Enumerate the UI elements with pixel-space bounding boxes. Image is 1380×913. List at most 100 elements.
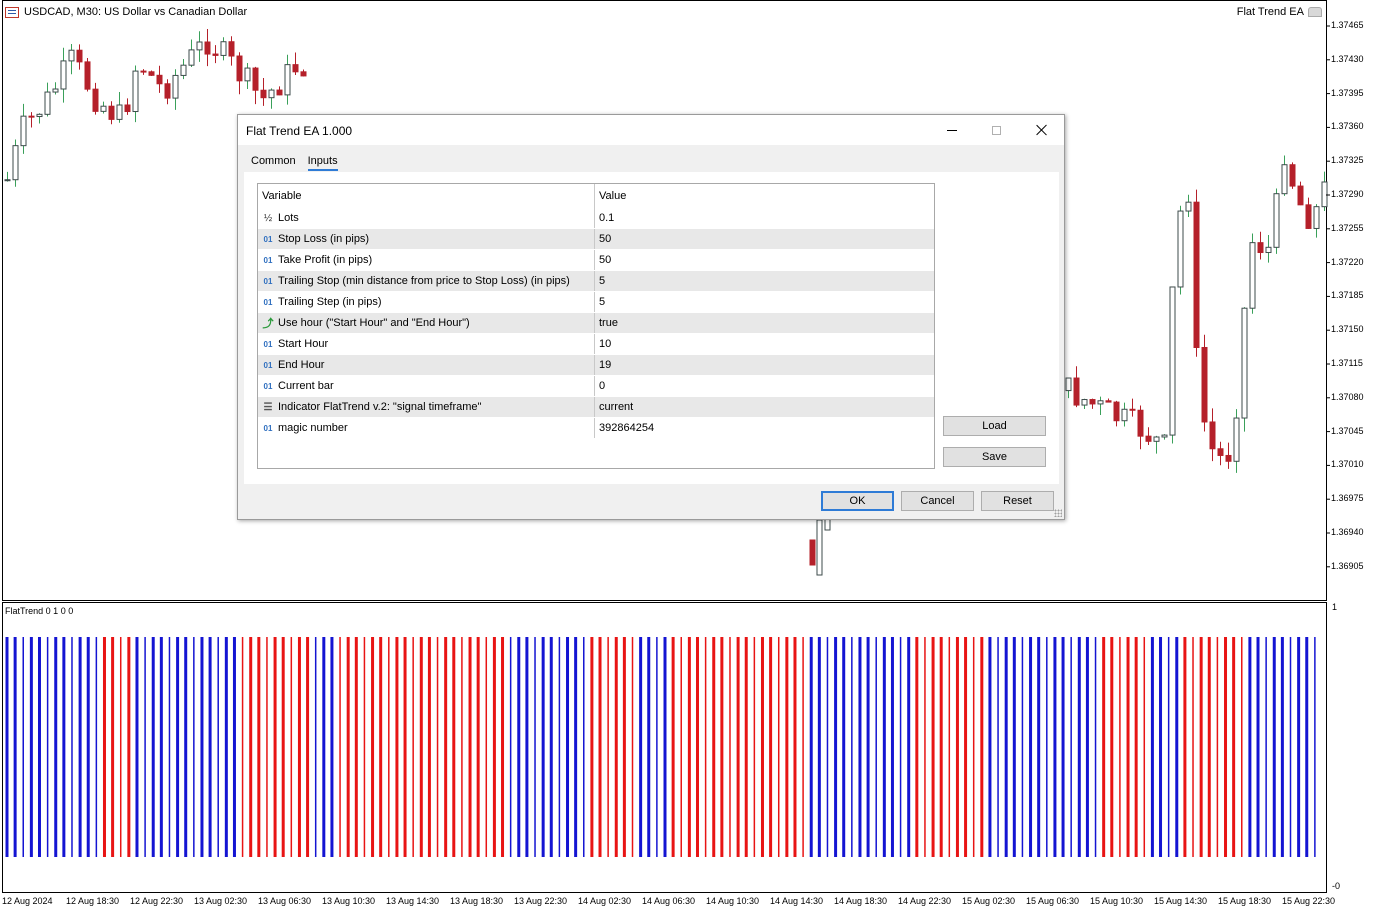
variable-cell[interactable]: 01 Take Profit (in pips) [258, 250, 595, 270]
value-cell[interactable]: 19 [599, 359, 612, 371]
candle-body [1177, 210, 1184, 288]
candle-body [204, 41, 211, 55]
table-row[interactable]: 01 Start Hour 10 [258, 334, 934, 355]
value-cell[interactable]: 50 [599, 254, 612, 266]
variable-cell[interactable]: 01 Current bar [258, 376, 595, 396]
table-row[interactable]: 01 Trailing Step (in pips) 5 [258, 292, 934, 313]
ea-properties-dialog: Flat Trend EA 1.000 Common Inputs Variab… [237, 114, 1065, 520]
symbol-chart-icon [5, 6, 19, 18]
integer-type-icon: 01 [263, 297, 273, 307]
table-row[interactable]: ½ Lots 0.1 [258, 208, 934, 229]
table-row[interactable]: 01 magic number 392864254 [258, 418, 934, 439]
candle-body [284, 64, 291, 96]
table-row[interactable]: 01 Take Profit (in pips) 50 [258, 250, 934, 271]
table-row[interactable]: ☰ Indicator FlatTrend v.2: "signal timefr… [258, 397, 934, 418]
variable-cell[interactable]: ½ Lots [258, 208, 595, 228]
resize-grip-icon[interactable] [1054, 509, 1062, 517]
value-cell[interactable]: true [599, 317, 618, 329]
expert-hat-icon [1308, 7, 1322, 17]
reset-button[interactable]: Reset [981, 491, 1054, 511]
cancel-button[interactable]: Cancel [901, 491, 974, 511]
maximize-button[interactable] [974, 115, 1019, 145]
candle-body [92, 88, 99, 112]
integer-type-icon: 01 [263, 255, 273, 265]
header-value[interactable]: Value [599, 190, 627, 202]
maximize-icon [992, 125, 1001, 135]
table-row[interactable]: ⤴ Use hour ("Start Hour" and "End Hour") t… [258, 313, 934, 334]
candle-body [1241, 307, 1248, 419]
time-tick-label: 15 Aug 14:30 [1154, 896, 1208, 906]
time-tick-label: 13 Aug 22:30 [514, 896, 568, 906]
price-tick-label: 1.37010 [1331, 459, 1364, 470]
indicator-bars-group [5, 637, 1316, 857]
table-row[interactable]: 01 Current bar 0 [258, 376, 934, 397]
candle-body [809, 539, 816, 566]
value-cell[interactable]: 10 [599, 338, 612, 350]
value-cell[interactable]: 0.1 [599, 212, 615, 224]
value-cell[interactable]: 5 [599, 296, 606, 308]
candle-body [1297, 185, 1304, 206]
candle-body [268, 89, 275, 99]
table-row[interactable]: 01 Stop Loss (in pips) 50 [258, 229, 934, 250]
candle-body [1065, 377, 1072, 392]
variable-cell[interactable]: ☰ Indicator FlatTrend v.2: "signal timefr… [258, 397, 595, 417]
variable-cell[interactable]: 01 Trailing Step (in pips) [258, 292, 595, 312]
candle-body [1089, 399, 1096, 405]
price-tick-label: 1.37115 [1331, 358, 1363, 368]
candle-body [1313, 206, 1320, 229]
variable-cell[interactable]: 01 Stop Loss (in pips) [258, 229, 595, 249]
candle-body [68, 49, 75, 62]
variable-name: Take Profit (in pips) [278, 254, 373, 266]
value-cell[interactable]: 50 [599, 233, 612, 245]
value-cell[interactable]: 392864254 [599, 422, 655, 434]
candle-body [84, 61, 91, 90]
candle-body [36, 113, 43, 118]
integer-type-icon: 01 [263, 339, 273, 349]
close-button[interactable] [1019, 115, 1064, 145]
value-cell[interactable]: 0 [599, 380, 606, 392]
save-button[interactable]: Save [943, 447, 1046, 467]
price-chart-frame [2, 0, 1327, 601]
price-tick-label: 1.37080 [1331, 391, 1364, 402]
price-tick-label: 1.36905 [1331, 560, 1364, 571]
candle-body [28, 115, 35, 118]
tab-common[interactable]: Common [251, 155, 296, 167]
candle-body [20, 115, 27, 147]
header-variable[interactable]: Variable [258, 184, 595, 208]
load-button[interactable]: Load [943, 416, 1046, 436]
price-tick-label: 1.37325 [1331, 155, 1364, 166]
time-tick-label: 15 Aug 18:30 [1218, 896, 1272, 906]
candle-body [132, 70, 139, 113]
variable-cell[interactable]: 01 End Hour [258, 355, 595, 375]
minimize-icon [946, 129, 957, 131]
time-tick-label: 12 Aug 22:30 [130, 896, 184, 906]
ea-label[interactable]: Flat Trend EA [1237, 6, 1322, 18]
time-tick-label: 14 Aug 02:30 [578, 896, 632, 906]
table-row[interactable]: 01 Trailing Stop (min distance from price… [258, 271, 934, 292]
candle-body [1273, 193, 1280, 248]
candle-body [1217, 448, 1224, 456]
variable-cell[interactable]: 01 magic number [258, 418, 595, 438]
ok-button[interactable]: OK [821, 491, 894, 511]
dialog-titlebar[interactable]: Flat Trend EA 1.000 [238, 115, 1064, 145]
value-cell[interactable]: current [599, 401, 634, 413]
variable-cell[interactable]: ⤴ Use hour ("Start Hour" and "End Hour") [258, 313, 595, 333]
table-row[interactable]: 01 End Hour 19 [258, 355, 934, 376]
table-header: Variable Value [258, 184, 934, 208]
value-cell[interactable]: 5 [599, 275, 606, 287]
candle-body [1129, 408, 1136, 411]
variable-cell[interactable]: 01 Start Hour [258, 334, 595, 354]
integer-type-icon: 01 [263, 360, 273, 370]
candle-body [156, 74, 163, 85]
candle-body [816, 519, 823, 576]
integer-type-icon: 01 [263, 423, 273, 433]
candle-body [1225, 454, 1232, 462]
price-tick-label: 1.37290 [1331, 189, 1364, 199]
minimize-button[interactable] [929, 115, 974, 145]
tab-inputs[interactable]: Inputs [307, 155, 338, 171]
variable-cell[interactable]: 01 Trailing Stop (min distance from price… [258, 271, 595, 291]
enum-type-icon: ☰ [263, 401, 273, 413]
inputs-table[interactable]: Variable Value ½ Lots 0.1 01 Stop Loss (in p… [257, 183, 935, 469]
